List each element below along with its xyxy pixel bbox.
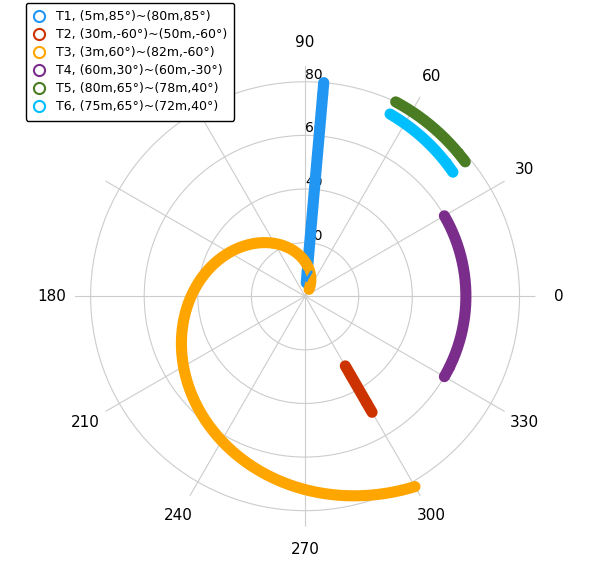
Legend: T1, (5m,85°)~(80m,85°), T2, (30m,-60°)~(50m,-60°), T3, (3m,60°)~(82m,-60°), T4, : T1, (5m,85°)~(80m,85°), T2, (30m,-60°)~(… (25, 3, 234, 121)
